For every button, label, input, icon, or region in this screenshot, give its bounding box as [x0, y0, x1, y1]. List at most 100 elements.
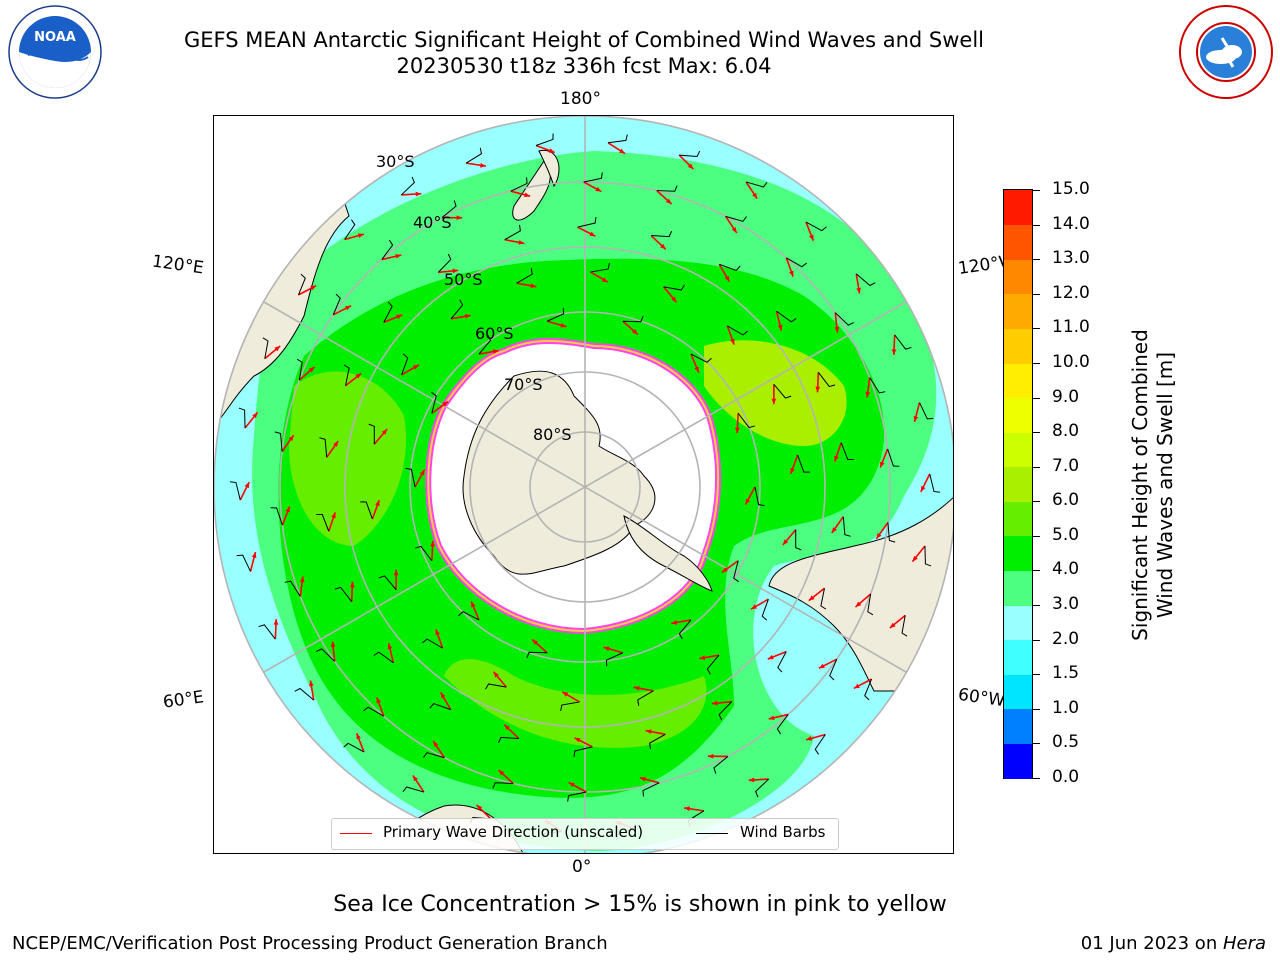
colorbar-tick [1033, 778, 1040, 779]
wind-barb [719, 263, 741, 272]
colorbar-tick [1033, 328, 1040, 330]
wave-arrow-head [815, 386, 821, 393]
wind-barb [924, 545, 932, 567]
wind-barb [727, 325, 748, 336]
wave-arrow-head [299, 576, 305, 583]
wave-arrow-head [309, 680, 314, 687]
wind-barb [608, 134, 628, 144]
wind-barb [855, 273, 876, 287]
wind-barb [402, 786, 425, 793]
wind-barb [829, 659, 838, 681]
chart-title: GEFS MEAN Antarctic Significant Height o… [183, 28, 985, 52]
wind-barb [316, 648, 336, 662]
wave-arrow-head [880, 461, 885, 468]
wave-arrow-head [560, 322, 567, 328]
wave-arrow-head [433, 741, 439, 747]
wave-arrow-head [456, 215, 463, 221]
wind-barb [262, 337, 269, 359]
colorbar-segment [1004, 605, 1032, 641]
wind-barb [373, 651, 394, 664]
wave-arrow-head [619, 148, 625, 154]
wave-arrow-head [285, 506, 290, 513]
wind-barb [319, 437, 328, 458]
wave-arrow-head [498, 769, 505, 776]
wind-barb [284, 580, 301, 597]
wind-barb [867, 593, 874, 616]
wave-arrow-head [632, 329, 638, 335]
colorbar-tick-label: 1.5 [1052, 663, 1080, 684]
colorbar-tick [1033, 674, 1040, 676]
wave-arrow-head [724, 275, 730, 282]
wind-barb [296, 358, 303, 381]
wind-barb [567, 791, 587, 802]
wind-barb [344, 219, 356, 240]
wave-arrow-head [532, 639, 538, 645]
colorbar-tick-label: 1.0 [1052, 697, 1080, 718]
wave-arrow-head [665, 198, 672, 205]
land-africa [214, 755, 292, 811]
colorbar-segment [1004, 639, 1032, 675]
colorbar-title: Significant Height of Combined Wind Wave… [1128, 295, 1178, 675]
wave-arrow-head [768, 715, 775, 721]
wave-arrow-head [735, 427, 740, 434]
wind-barb [605, 652, 624, 667]
wind-barb [706, 654, 720, 675]
wind-barb [546, 307, 565, 322]
wave-arrow-head [330, 641, 336, 648]
wind-barb [478, 334, 492, 355]
footer-date: 01 Jun 2023 on Hera [1081, 933, 1266, 954]
lat-label-30s: 30°S [376, 152, 415, 171]
wind-barb [274, 431, 283, 452]
colorbar-segment [1004, 328, 1032, 364]
wind-barb [795, 529, 802, 551]
colorbar-title-line2: Wind Waves and Swell [m] [1153, 351, 1177, 619]
wind-barb [642, 782, 660, 797]
wind-barb [343, 364, 350, 386]
wind-barb [334, 586, 353, 602]
wave-arrow-head [731, 227, 737, 233]
wave-arrow-head [777, 324, 783, 331]
footer-branch: NCEP/EMC/Verification Post Processing Pr… [12, 933, 608, 954]
wind-barb [422, 638, 443, 649]
wind-barb [400, 176, 415, 196]
colorbar-segment [1004, 708, 1032, 744]
wind-barb [485, 683, 507, 690]
wind-barb [805, 221, 827, 232]
antarctic-peninsula [623, 515, 713, 592]
wave-arrow-head [834, 326, 840, 333]
wave-arrow-head [574, 737, 581, 743]
lat-label-60s: 60°S [475, 324, 514, 343]
wind-barb [381, 239, 394, 260]
wave-arrow-head [751, 604, 758, 610]
wind-barb [690, 353, 712, 363]
wind-barb [423, 752, 445, 759]
map-legend: Primary Wave Direction (unscaled) Wind B… [331, 818, 839, 850]
wave-arrow-head [809, 234, 814, 241]
colorbar-tick-label: 5.0 [1052, 524, 1080, 545]
wind-barb [786, 257, 807, 268]
colorbar-tick [1033, 224, 1040, 226]
wind-barb [590, 262, 610, 273]
wave-arrow-head [524, 192, 531, 198]
wind-barb [622, 315, 644, 323]
legend-wind-barbs-swatch [696, 833, 728, 834]
colorbar-segment [1004, 570, 1032, 606]
wind-barb [363, 706, 384, 717]
wave-arrow-head [730, 338, 735, 345]
colorbar-tick-label: 12.0 [1052, 282, 1090, 303]
wind-barb [458, 611, 480, 621]
colorbar-segment [1004, 224, 1032, 260]
wind-barb [651, 230, 673, 238]
wind-barb [405, 467, 416, 488]
wind-barb [901, 615, 908, 637]
wind-barb [516, 268, 533, 284]
colorbar-tick-label: 0.0 [1052, 767, 1080, 787]
wave-arrow-head [806, 736, 813, 741]
colorbar-tick [1033, 362, 1040, 364]
wind-barb [383, 301, 393, 323]
wind-barb [378, 575, 397, 591]
colorbar-tick [1033, 293, 1040, 295]
wave-arrow-head [790, 467, 795, 474]
footer-date-text: 01 Jun 2023 on [1080, 933, 1223, 954]
colorbar-tick-label: 6.0 [1052, 490, 1080, 511]
